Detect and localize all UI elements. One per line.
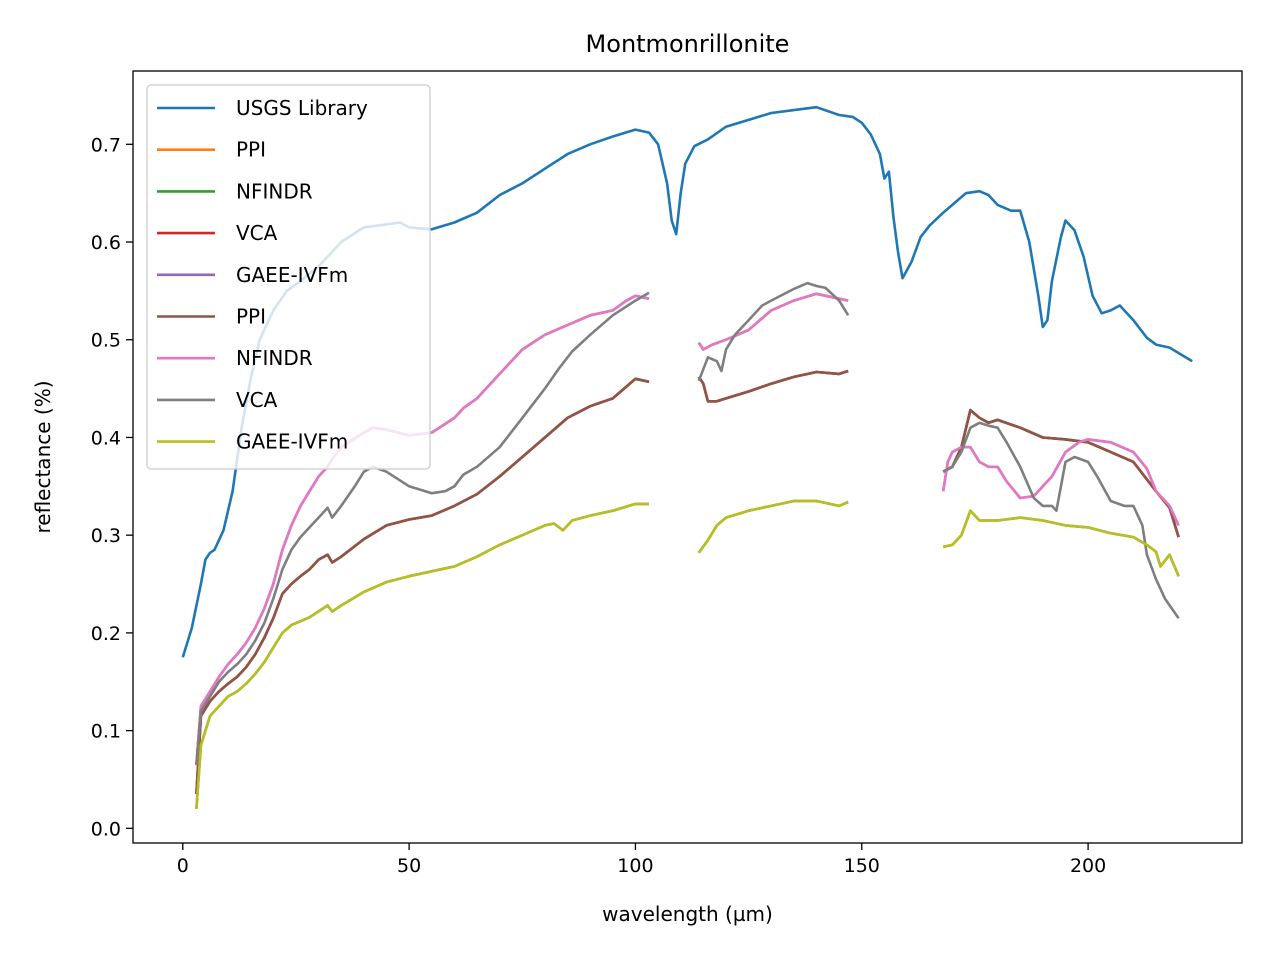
y-tick-label: 0.7 <box>91 134 121 156</box>
x-tick-label: 200 <box>1070 855 1106 877</box>
x-axis: 0 50 100 150 200 <box>177 843 1106 877</box>
legend-label: VCA <box>236 221 278 245</box>
y-axis: 0.0 0.1 0.2 0.3 0.4 0.5 0.6 0.7 <box>91 134 133 840</box>
legend-label: NFINDR <box>236 179 313 203</box>
y-tick-label: 0.4 <box>91 427 121 449</box>
y-axis-title: reflectance (%) <box>31 380 55 533</box>
series-7-line-1 <box>697 281 850 382</box>
series-6-line-2 <box>941 438 1180 526</box>
x-axis-title: wavelength (µm) <box>602 902 773 926</box>
x-tick-label: 0 <box>177 855 189 877</box>
y-tick-label: 0.5 <box>91 330 121 352</box>
legend: USGS Library PPI NFINDR VCA GAEE-IVFm PPI NFIN… <box>146 84 431 470</box>
y-tick-label: 0.3 <box>91 525 121 547</box>
series-5-line-1 <box>697 369 849 403</box>
legend-label: PPI <box>236 138 266 162</box>
chart-title: Montmonrillonite <box>586 30 790 58</box>
legend-label: USGS Library <box>236 96 368 120</box>
legend-label: NFINDR <box>236 346 313 370</box>
series-8-line-1 <box>697 499 849 554</box>
series-8-line-0 <box>195 502 649 809</box>
x-tick-label: 50 <box>397 855 421 877</box>
x-tick-label: 150 <box>844 855 880 877</box>
series-5-line-0 <box>195 377 650 795</box>
series-6-line-1 <box>697 292 849 351</box>
series-7-line-2 <box>942 421 1180 619</box>
legend-label: GAEE-IVFm <box>236 430 348 454</box>
series-5-line-2 <box>942 408 1180 538</box>
plot-frame <box>132 70 1243 844</box>
series-8-line-2 <box>942 509 1180 577</box>
legend-label: PPI <box>236 305 266 329</box>
y-tick-label: 0.6 <box>91 232 121 254</box>
y-tick-label: 0.0 <box>91 818 121 840</box>
y-tick-label: 0.2 <box>91 623 121 645</box>
x-tick-label: 100 <box>617 855 653 877</box>
legend-label: GAEE-IVFm <box>236 263 348 287</box>
legend-label: VCA <box>236 388 278 412</box>
legend-box <box>146 84 431 470</box>
series-7-line-0 <box>195 291 650 765</box>
y-tick-label: 0.1 <box>91 721 121 743</box>
